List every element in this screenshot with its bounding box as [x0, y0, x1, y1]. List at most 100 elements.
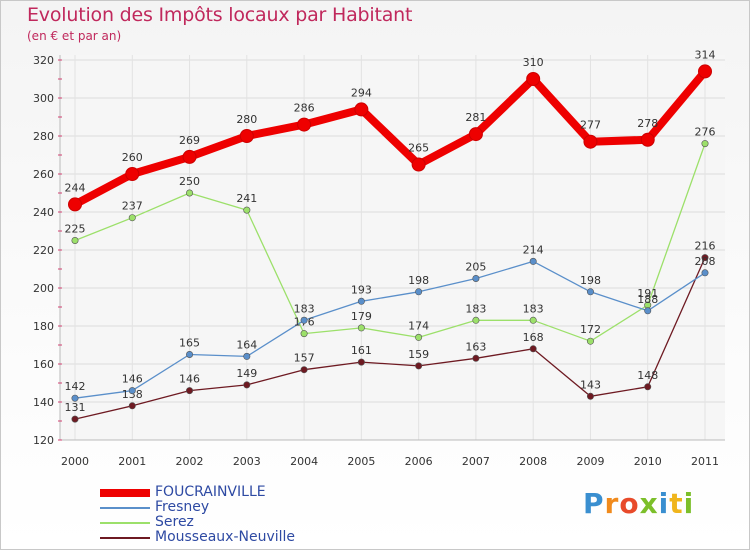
data-point	[300, 366, 308, 374]
data-point	[583, 134, 598, 149]
data-point	[415, 333, 423, 341]
data-point	[529, 257, 537, 265]
x-tick-label: 2007	[462, 455, 490, 468]
y-tick-label: 140	[33, 396, 54, 409]
y-tick-label: 300	[33, 92, 54, 105]
y-tick-label: 220	[33, 244, 54, 257]
data-label: 157	[294, 352, 315, 365]
data-label: 310	[523, 56, 544, 69]
logo-letter: P	[583, 487, 605, 520]
y-tick-label: 180	[33, 320, 54, 333]
data-label: 250	[179, 175, 200, 188]
logo-letter: i	[658, 487, 670, 520]
data-point	[182, 149, 197, 164]
y-tick-label: 280	[33, 130, 54, 143]
data-point	[71, 394, 79, 402]
legend-swatch	[100, 489, 150, 497]
data-label: 277	[580, 119, 601, 132]
data-point	[297, 117, 312, 132]
series-line	[74, 260, 706, 399]
data-label: 294	[351, 86, 372, 99]
data-point	[128, 402, 136, 410]
y-tick-label: 320	[33, 54, 54, 67]
data-point	[357, 358, 365, 366]
data-point	[529, 316, 537, 324]
data-label: 216	[695, 240, 716, 253]
data-label: 143	[580, 378, 601, 391]
series-line	[71, 67, 709, 209]
data-label: 172	[580, 323, 601, 336]
data-point	[472, 274, 480, 282]
data-point	[415, 288, 423, 296]
data-label: 131	[65, 401, 86, 414]
data-label: 198	[408, 274, 429, 287]
legend-label: Mousseaux-Neuville	[155, 529, 296, 545]
data-point	[357, 324, 365, 332]
data-point	[128, 214, 136, 222]
data-point	[243, 381, 251, 389]
legend-swatch	[100, 537, 150, 539]
y-tick-label: 240	[33, 206, 54, 219]
data-point	[701, 140, 709, 148]
data-point	[243, 206, 251, 214]
proxiti-logo: Proxiti	[583, 487, 694, 520]
data-point	[640, 132, 655, 147]
x-tick-label: 2002	[176, 455, 204, 468]
data-point	[415, 362, 423, 370]
data-label: 146	[122, 373, 143, 386]
chart-subtitle: (en € et par an)	[27, 29, 122, 43]
data-point	[71, 237, 79, 245]
data-label: 276	[695, 126, 716, 139]
data-label: 174	[408, 319, 429, 332]
data-point	[300, 330, 308, 338]
x-tick-label: 2004	[290, 455, 318, 468]
data-label: 278	[637, 117, 658, 130]
logo-letter: i	[683, 487, 695, 520]
data-label: 214	[523, 243, 544, 256]
legend-label: FOUCRAINVILLE	[155, 484, 266, 500]
data-label: 265	[408, 142, 429, 155]
data-point	[529, 345, 537, 353]
logo-letter: r	[604, 487, 620, 520]
y-tick-label: 120	[33, 434, 54, 447]
data-label: 191	[637, 287, 658, 300]
x-tick-label: 2008	[519, 455, 547, 468]
data-point	[468, 127, 483, 142]
data-label: 260	[122, 151, 143, 164]
y-tick-label: 260	[33, 168, 54, 181]
data-point	[586, 288, 594, 296]
data-point	[186, 350, 194, 358]
data-label: 183	[523, 302, 544, 315]
data-point	[243, 352, 251, 360]
data-point	[644, 383, 652, 391]
logo-letter: x	[639, 487, 659, 520]
data-point	[586, 337, 594, 345]
data-label: 148	[637, 369, 658, 382]
data-label: 183	[465, 302, 486, 315]
data-point	[128, 387, 136, 395]
x-tick-label: 2000	[61, 455, 89, 468]
data-label: 163	[465, 340, 486, 353]
data-label: 142	[65, 380, 86, 393]
data-point	[526, 72, 541, 86]
data-label: 208	[695, 255, 716, 268]
data-point	[68, 197, 82, 212]
logo-letter: o	[619, 487, 640, 520]
logo-letter: t	[669, 487, 684, 520]
legend-label: Serez	[155, 514, 194, 530]
y-tick-label: 160	[33, 358, 54, 371]
data-point	[125, 167, 140, 181]
x-tick-label: 2009	[576, 455, 604, 468]
data-point	[354, 102, 369, 117]
data-point	[239, 129, 254, 143]
data-label: 280	[236, 113, 257, 126]
data-label: 138	[122, 388, 143, 401]
legend-label: Fresney	[155, 499, 210, 515]
x-tick-label: 2003	[233, 455, 261, 468]
data-point	[472, 316, 480, 324]
data-point	[472, 354, 480, 362]
data-point	[698, 64, 712, 79]
y-tick-label: 200	[33, 282, 54, 295]
data-point	[644, 307, 652, 315]
